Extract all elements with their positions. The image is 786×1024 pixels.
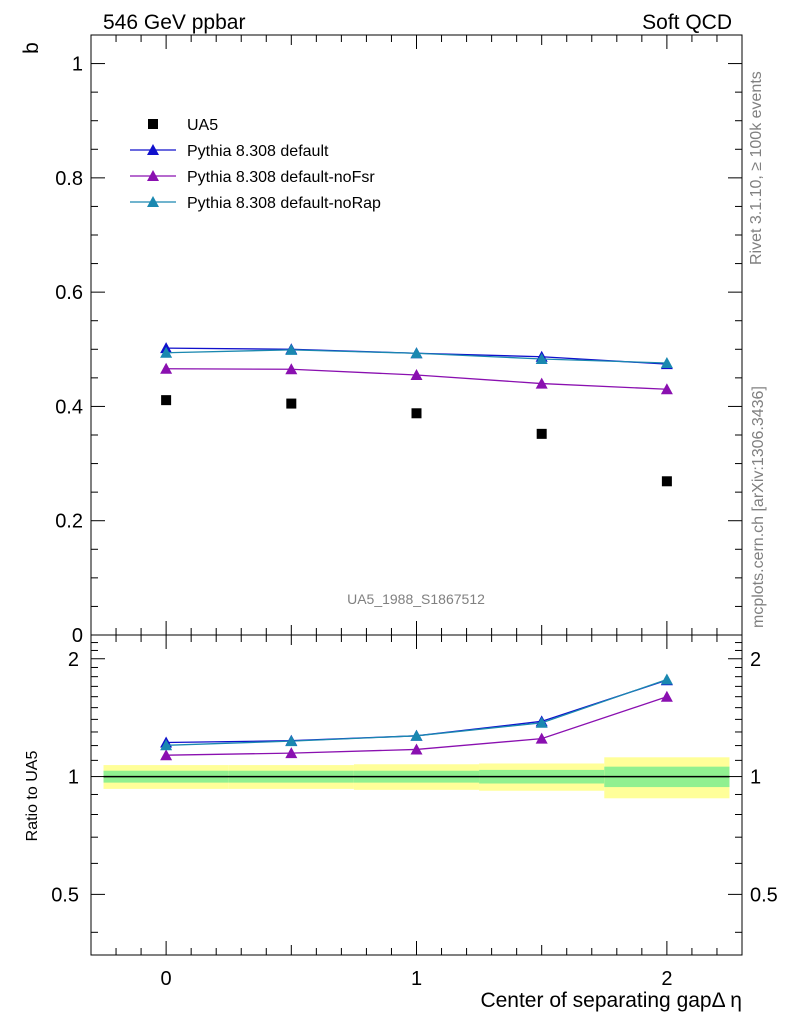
legend-marker bbox=[147, 170, 159, 181]
header-left: 546 GeV ppbar bbox=[103, 11, 245, 34]
main-series-nofsr bbox=[160, 362, 673, 395]
x-tick-label: 1 bbox=[411, 968, 422, 990]
x-tick-label: 2 bbox=[661, 968, 672, 990]
data-point bbox=[660, 357, 673, 368]
data-point bbox=[286, 398, 297, 409]
legend-label: UA5 bbox=[187, 117, 218, 134]
ratio-data-point bbox=[535, 732, 548, 744]
ratio-series-nofsr bbox=[160, 690, 673, 761]
ratio-data-point bbox=[285, 747, 298, 759]
ratio-y-tick-label-right: 0.5 bbox=[750, 884, 778, 906]
legend: UA5 Pythia 8.308 default Pythia 8.308 defa… bbox=[130, 117, 381, 212]
legend-label: Pythia 8.308 default-noFsr bbox=[187, 169, 375, 186]
ratio-data-point bbox=[160, 749, 173, 761]
ratio-data-point bbox=[160, 739, 173, 751]
legend-entry: Pythia 8.308 default bbox=[130, 143, 329, 160]
ratio-panel: 0.5 0.5 1 1 2 2 0 1 2 bbox=[51, 634, 778, 990]
data-point bbox=[410, 347, 423, 359]
x-tick-label: 0 bbox=[161, 968, 172, 990]
main-series-ua5 bbox=[161, 395, 672, 487]
main-y-tick-label: 1 bbox=[72, 54, 83, 76]
legend-entry: UA5 bbox=[148, 117, 218, 134]
data-point bbox=[535, 353, 548, 364]
data-point bbox=[410, 369, 423, 380]
data-point bbox=[285, 363, 298, 375]
legend-entry: Pythia 8.308 default-noRap bbox=[130, 195, 381, 212]
xaxis-label: Center of separating gapΔ η bbox=[480, 989, 742, 1012]
ratio-data-point bbox=[410, 729, 423, 741]
ratio-data-point bbox=[660, 690, 673, 702]
legend-label: Pythia 8.308 default-noRap bbox=[187, 195, 381, 212]
ratio-y-tick-label: 2 bbox=[68, 649, 79, 671]
ratio-y-tick-label: 1 bbox=[68, 767, 79, 789]
main-series-norap bbox=[160, 343, 673, 368]
data-point bbox=[285, 343, 298, 355]
mcplots-label: mcplots.cern.ch [arXiv:1306.3436] bbox=[750, 386, 767, 628]
main-ylabel: b bbox=[20, 42, 43, 54]
data-point bbox=[160, 346, 173, 358]
legend-marker bbox=[147, 196, 159, 207]
data-point bbox=[660, 383, 673, 395]
header-right: Soft QCD bbox=[642, 11, 732, 34]
data-point bbox=[661, 476, 672, 487]
legend-label: Pythia 8.308 default bbox=[187, 143, 329, 160]
ratio-series-norap bbox=[160, 673, 673, 751]
ratio-y-tick-label: 0.5 bbox=[51, 884, 79, 906]
ratio-data-point bbox=[410, 743, 423, 755]
main-y-tick-label: 0 bbox=[72, 625, 83, 647]
data-point bbox=[411, 408, 422, 419]
data-point bbox=[161, 395, 172, 406]
ratio-y-tick-label-right: 1 bbox=[750, 767, 761, 789]
ratio-data-point bbox=[660, 673, 673, 685]
main-y-tick-label: 0.8 bbox=[55, 168, 83, 190]
legend-marker bbox=[147, 144, 159, 155]
data-point bbox=[535, 377, 548, 389]
main-y-tick-label: 0.4 bbox=[55, 396, 83, 418]
legend-entry: Pythia 8.308 default-noFsr bbox=[130, 169, 375, 186]
main-y-tick-label: 0.6 bbox=[55, 282, 83, 304]
main-y-tick-label: 0.2 bbox=[55, 511, 83, 533]
data-point bbox=[536, 428, 547, 439]
main-panel: 0 0.2 0.4 0.6 0.8 1 bbox=[55, 34, 743, 647]
analysis-watermark: UA5_1988_S1867512 bbox=[347, 591, 485, 607]
legend-marker bbox=[148, 119, 158, 129]
ratio-data-point bbox=[535, 716, 548, 728]
data-point bbox=[160, 362, 173, 374]
rivet-label: Rivet 3.1.10, ≥ 100k events bbox=[748, 71, 765, 265]
ratio-y-tick-label-right: 2 bbox=[750, 649, 761, 671]
ratio-data-point bbox=[285, 735, 298, 747]
ratio-frame bbox=[90, 634, 743, 956]
ratio-ylabel: Ratio to UA5 bbox=[24, 751, 41, 842]
